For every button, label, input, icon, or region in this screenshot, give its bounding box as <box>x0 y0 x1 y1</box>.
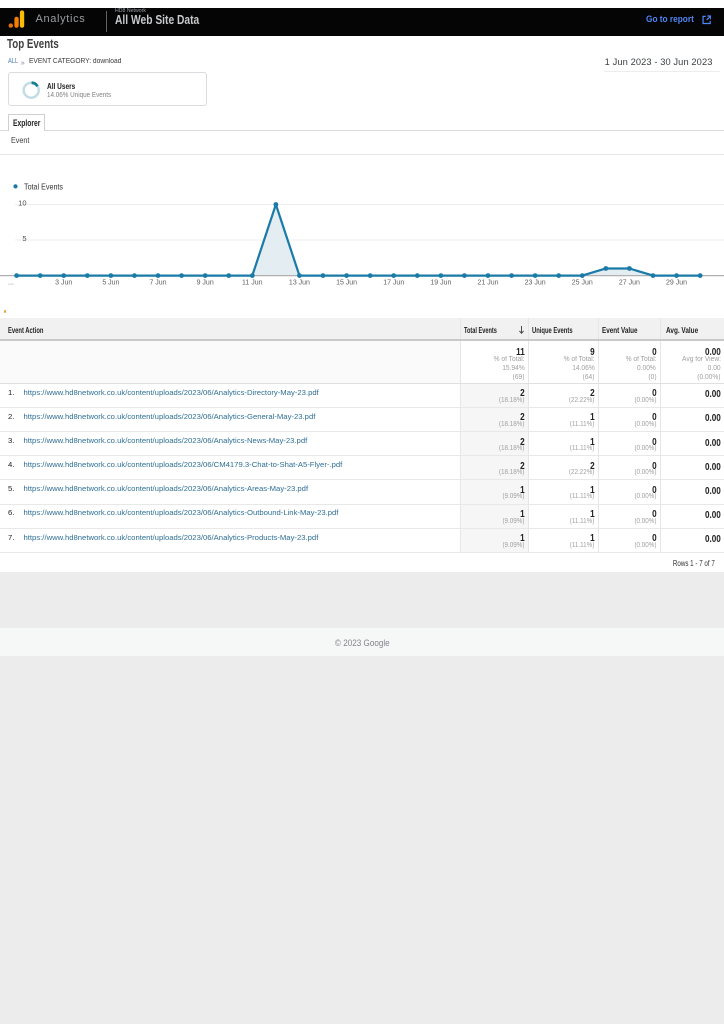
svg-text:21 Jun: 21 Jun <box>477 280 498 287</box>
svg-text:11 Jun: 11 Jun <box>242 280 263 287</box>
svg-text:3 Jun: 3 Jun <box>55 280 72 287</box>
svg-text:19 Jun: 19 Jun <box>430 280 451 287</box>
svg-text:9 Jun: 9 Jun <box>197 280 214 287</box>
svg-text:17 Jun: 17 Jun <box>383 280 404 287</box>
svg-text:27 Jun: 27 Jun <box>619 280 640 287</box>
svg-text:10: 10 <box>18 199 26 208</box>
svg-text:23 Jun: 23 Jun <box>525 280 546 287</box>
svg-text:Total Events: Total Events <box>24 181 63 191</box>
svg-text:29 Jun: 29 Jun <box>666 280 687 287</box>
svg-text:...: ... <box>8 280 14 287</box>
svg-text:13 Jun: 13 Jun <box>289 280 310 287</box>
svg-text:5: 5 <box>22 234 26 243</box>
svg-text:25 Jun: 25 Jun <box>572 280 593 287</box>
svg-text:5 Jun: 5 Jun <box>102 280 119 287</box>
svg-text:15 Jun: 15 Jun <box>336 280 357 287</box>
svg-text:7 Jun: 7 Jun <box>149 280 166 287</box>
